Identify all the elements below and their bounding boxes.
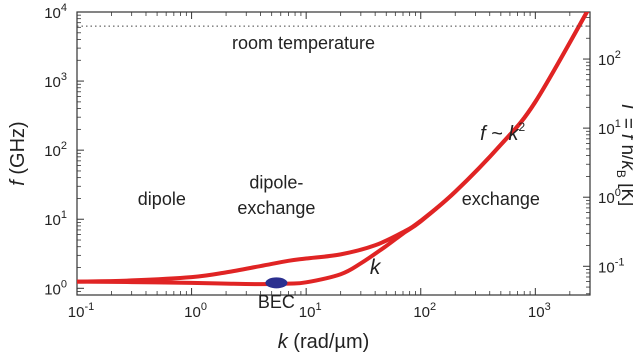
y-tick-label: 101 bbox=[44, 209, 67, 229]
region-label-0: dipole bbox=[138, 189, 186, 209]
bec-marker bbox=[265, 277, 288, 289]
room-temperature-label: room temperature bbox=[232, 33, 375, 53]
bec-label: BEC bbox=[258, 292, 295, 312]
axis-ticks: 10-1 100 101 102 10310010110210310410-110010… bbox=[44, 2, 624, 321]
x-tick-label: 102 bbox=[413, 301, 436, 321]
x-tick-label: 100 bbox=[184, 301, 207, 321]
region-label-2: exchange bbox=[237, 198, 315, 218]
y-tick-label: 104 bbox=[44, 2, 67, 22]
formula-annotation: f ~ k2 bbox=[480, 120, 525, 145]
x-tick-label: 10-1 bbox=[68, 301, 94, 321]
x-axis-title: k (rad/µm) bbox=[278, 331, 370, 353]
reference-line-layer: room temperature bbox=[77, 25, 590, 53]
region-label-4: k bbox=[370, 256, 382, 279]
series-line-1 bbox=[77, 12, 590, 287]
y-axis-right-title: T = f h/kB [K] bbox=[614, 101, 633, 207]
series-layer bbox=[77, 12, 590, 287]
y-right-tick-label: 102 bbox=[598, 49, 621, 69]
y-right-tick-label: 101 bbox=[598, 118, 621, 138]
y-tick-label: 100 bbox=[44, 278, 67, 298]
marker-layer: BEC bbox=[258, 277, 295, 312]
y-right-tick-label: 100 bbox=[598, 187, 621, 207]
region-label-1: dipole- bbox=[249, 172, 303, 192]
x-tick-label: 103 bbox=[528, 301, 551, 321]
y-axis-title: f (GHz) bbox=[7, 121, 29, 185]
x-tick-label: 101 bbox=[299, 301, 322, 321]
y-tick-label: 102 bbox=[44, 140, 67, 160]
plot-frame bbox=[76, 11, 591, 296]
y-right-tick-label: 10-1 bbox=[598, 256, 624, 276]
y-tick-label: 103 bbox=[44, 71, 67, 91]
annotation-layer: dipole dipole-exchange exchange k bbox=[138, 172, 540, 279]
region-label-3: exchange bbox=[462, 189, 540, 209]
